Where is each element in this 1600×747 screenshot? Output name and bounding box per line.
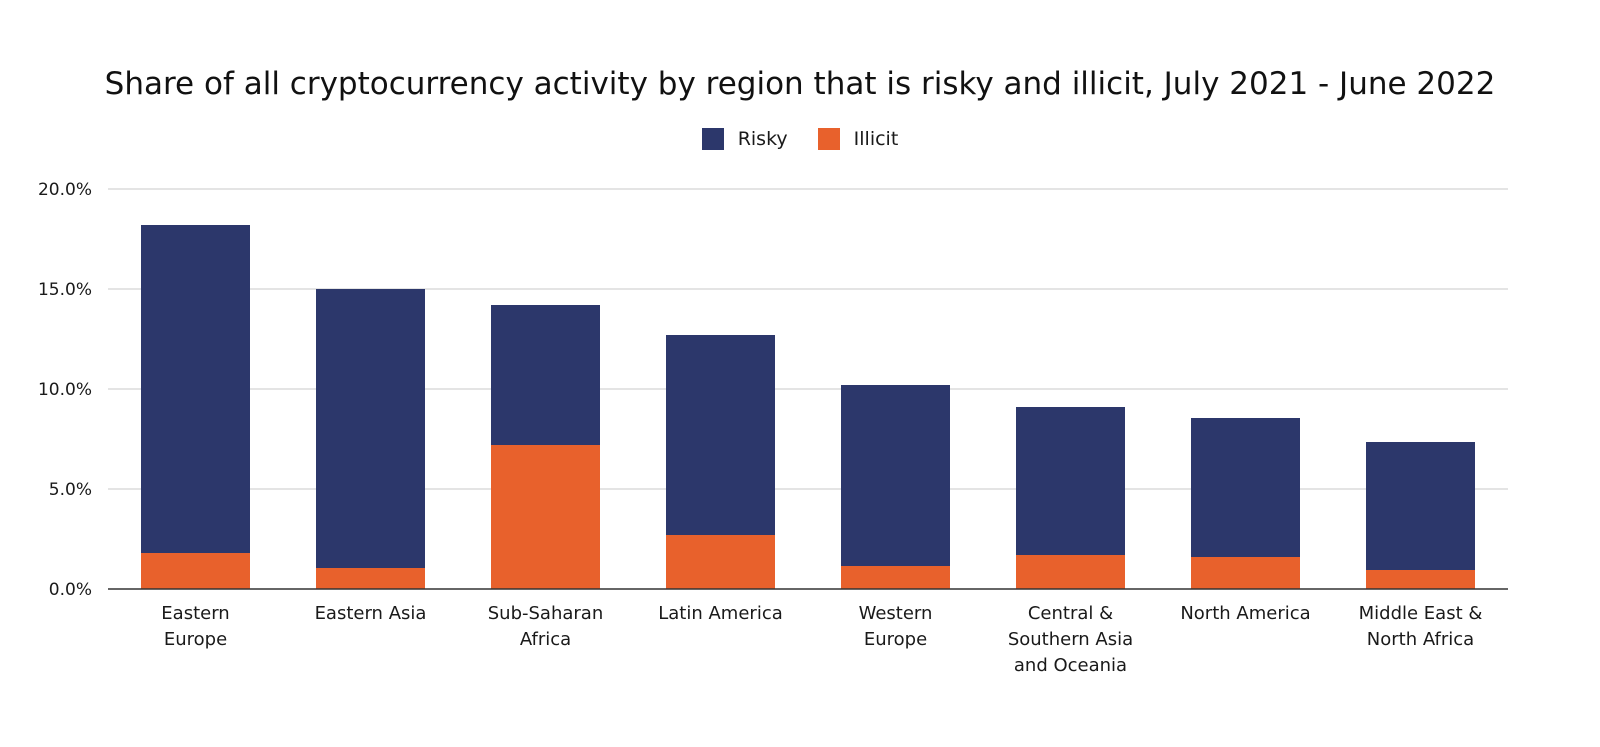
bar-illicit: [841, 566, 950, 589]
y-tick-label: 5.0%: [49, 480, 92, 500]
bar-illicit: [1366, 570, 1475, 589]
bar-illicit: [491, 445, 600, 589]
legend: Risky Illicit: [0, 128, 1600, 150]
tick-labels: 0.0% 5.0% 10.0% 15.0% 20.0% Eastern Europe East…: [38, 180, 1482, 676]
x-tick-label: Central & Southern Asia and Oceania: [1008, 603, 1133, 676]
legend-item-risky: Risky: [701, 128, 788, 150]
legend-item-illicit: Illicit: [817, 128, 899, 150]
x-tick-label: Middle East & North Africa: [1359, 603, 1483, 650]
y-tick-label: 20.0%: [38, 180, 92, 200]
x-tick-label: Eastern Europe: [161, 603, 229, 650]
x-tick-label: Eastern Asia: [315, 603, 427, 624]
bar-illicit: [1016, 555, 1125, 589]
bar-illicit: [141, 553, 250, 589]
bars: [141, 225, 1475, 589]
legend-label-illicit: Illicit: [853, 128, 899, 150]
bar-risky: [141, 225, 250, 553]
x-tick-label: North America: [1180, 603, 1310, 624]
bar-illicit: [1191, 557, 1300, 589]
bar-risky: [1016, 407, 1125, 555]
bar-risky: [316, 289, 425, 568]
x-tick-label: Western Europe: [859, 603, 933, 650]
y-tick-label: 15.0%: [38, 280, 92, 300]
legend-label-risky: Risky: [737, 128, 788, 150]
legend-swatch-illicit: [817, 128, 840, 150]
bar-risky: [1191, 418, 1300, 557]
bar-illicit: [666, 535, 775, 589]
y-tick-label: 10.0%: [38, 380, 92, 400]
bar-risky: [666, 335, 775, 535]
x-tick-label: Latin America: [658, 603, 783, 624]
x-tick-label: Sub-Saharan Africa: [488, 603, 604, 650]
bar-risky: [1366, 442, 1475, 570]
bar-illicit: [316, 568, 425, 589]
bar-risky: [841, 385, 950, 566]
legend-swatch-risky: [701, 128, 724, 150]
chart-title: Share of all cryptocurrency activity by …: [104, 66, 1496, 102]
y-tick-label: 0.0%: [49, 580, 92, 600]
bar-risky: [491, 305, 600, 445]
